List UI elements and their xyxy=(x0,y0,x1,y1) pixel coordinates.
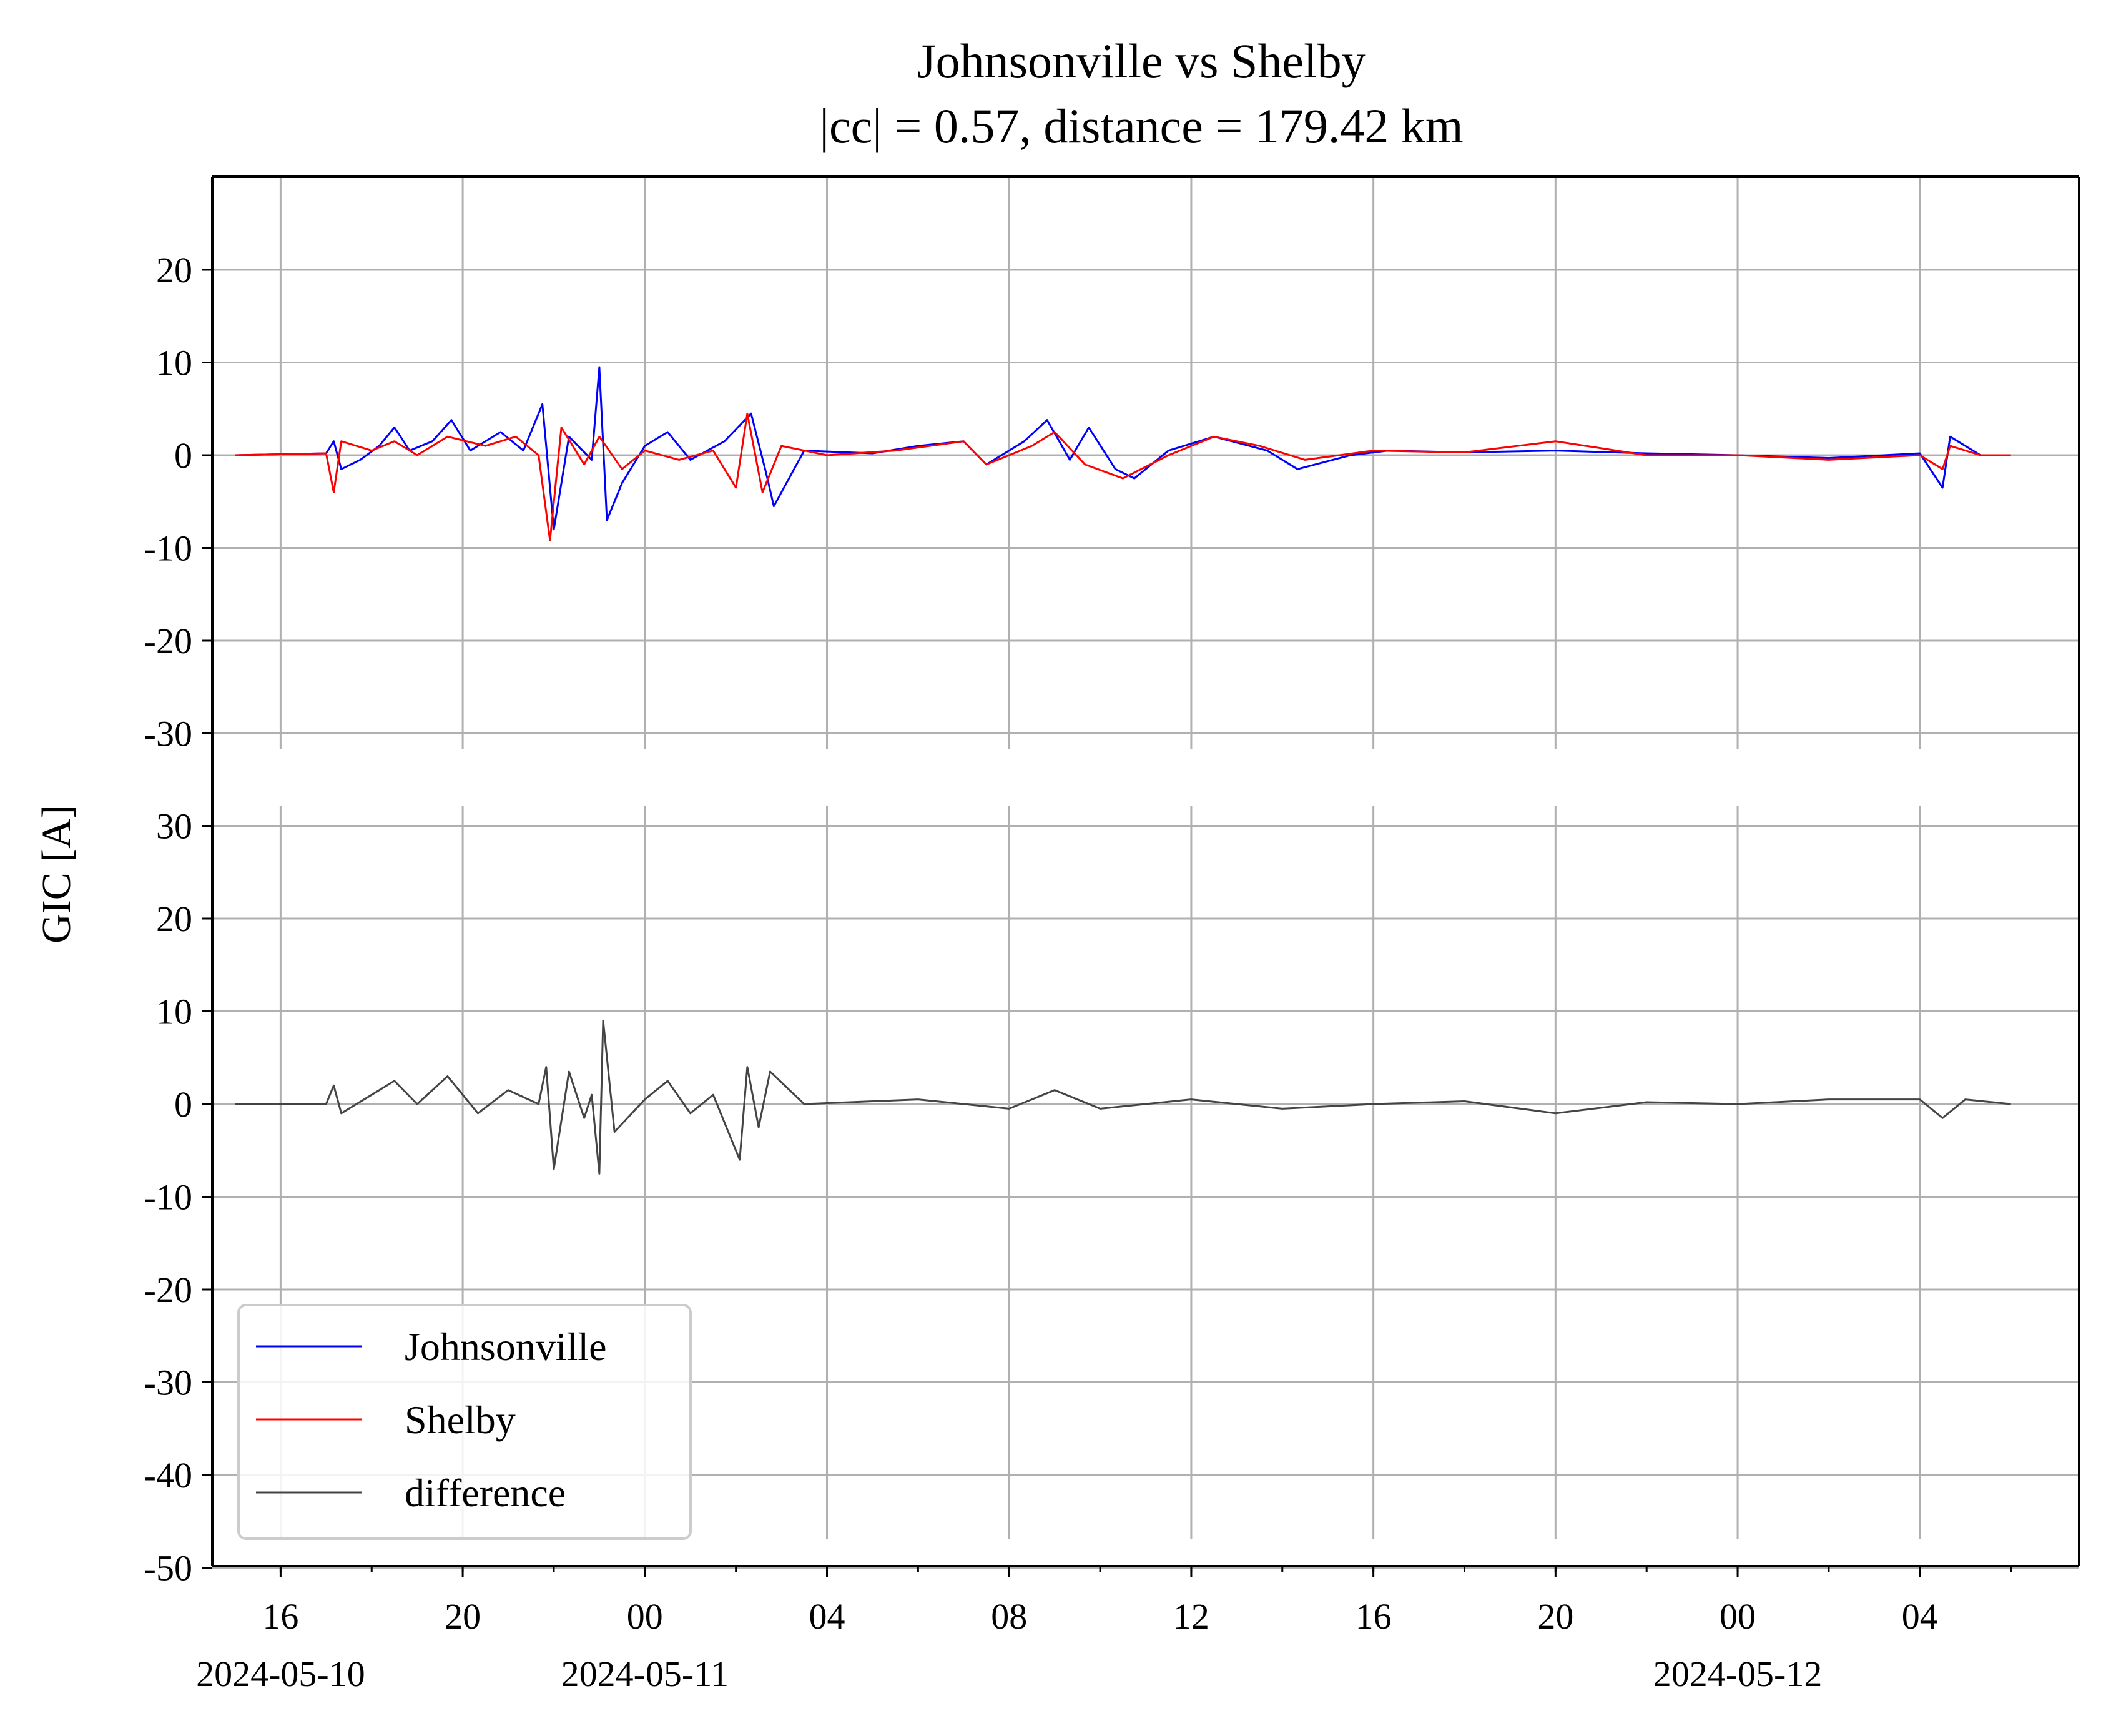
y-axis-label: GIC [A] xyxy=(34,805,79,944)
top-panel-grid xyxy=(212,177,2079,749)
y-tick-label: 0 xyxy=(174,435,192,476)
y-tick-label: -40 xyxy=(144,1455,192,1496)
x-tick-label: 00 xyxy=(627,1596,663,1637)
y-tick-label: 10 xyxy=(156,343,192,383)
y-tick-label: -20 xyxy=(144,621,192,661)
x-tick-label: 16 xyxy=(1356,1596,1392,1637)
series-line-shelby xyxy=(235,412,2011,542)
y-tick-label: 10 xyxy=(156,992,192,1032)
x-axis: 16 20 00 04 08 12 16 20 00 04 2024-05-10 2024-05-11… xyxy=(196,175,2080,1694)
y-tick-label: -30 xyxy=(144,1363,192,1403)
x-tick-label: 12 xyxy=(1173,1596,1209,1637)
x-tick-label: 00 xyxy=(1720,1596,1756,1637)
chart-title-line-1: Johnsonville vs Shelby xyxy=(917,34,1365,88)
y-tick-label: 20 xyxy=(156,899,192,939)
x-tick-label: 20 xyxy=(1537,1596,1573,1637)
series-line-difference xyxy=(235,1019,2011,1175)
x-tick-label: 04 xyxy=(1902,1596,1938,1637)
y-tick-label: 30 xyxy=(156,806,192,847)
x-tick-label: 20 xyxy=(445,1596,481,1637)
legend-box xyxy=(237,1304,692,1540)
x-tick-label: 04 xyxy=(809,1596,845,1637)
legend-label-johnsonville: Johnsonville xyxy=(405,1324,607,1369)
x-date-label: 2024-05-11 xyxy=(561,1654,729,1694)
y-tick-label: -30 xyxy=(144,714,192,754)
x-tick-label: 08 xyxy=(991,1596,1027,1637)
y-tick-label: -20 xyxy=(144,1270,192,1310)
y-tick-label: -50 xyxy=(144,1548,192,1589)
y-tick-label: 20 xyxy=(156,250,192,290)
chart-title-line-2: |cc| = 0.57, distance = 179.42 km xyxy=(819,99,1463,153)
x-date-label: 2024-05-10 xyxy=(196,1654,365,1694)
legend-label-difference: difference xyxy=(405,1471,566,1515)
x-date-label: 2024-05-12 xyxy=(1653,1654,1823,1694)
y-tick-label: 0 xyxy=(174,1084,192,1125)
y-tick-label: -10 xyxy=(144,1177,192,1218)
y-tick-label: -10 xyxy=(144,528,192,569)
x-tick-label: 16 xyxy=(262,1596,298,1637)
legend: Johnsonville Shelby difference xyxy=(237,1304,692,1540)
top-panel: 20 10 0 -10 -20 -30 xyxy=(144,177,2079,754)
legend-label-shelby: Shelby xyxy=(405,1398,516,1442)
series-line-johnsonville xyxy=(235,366,2011,531)
